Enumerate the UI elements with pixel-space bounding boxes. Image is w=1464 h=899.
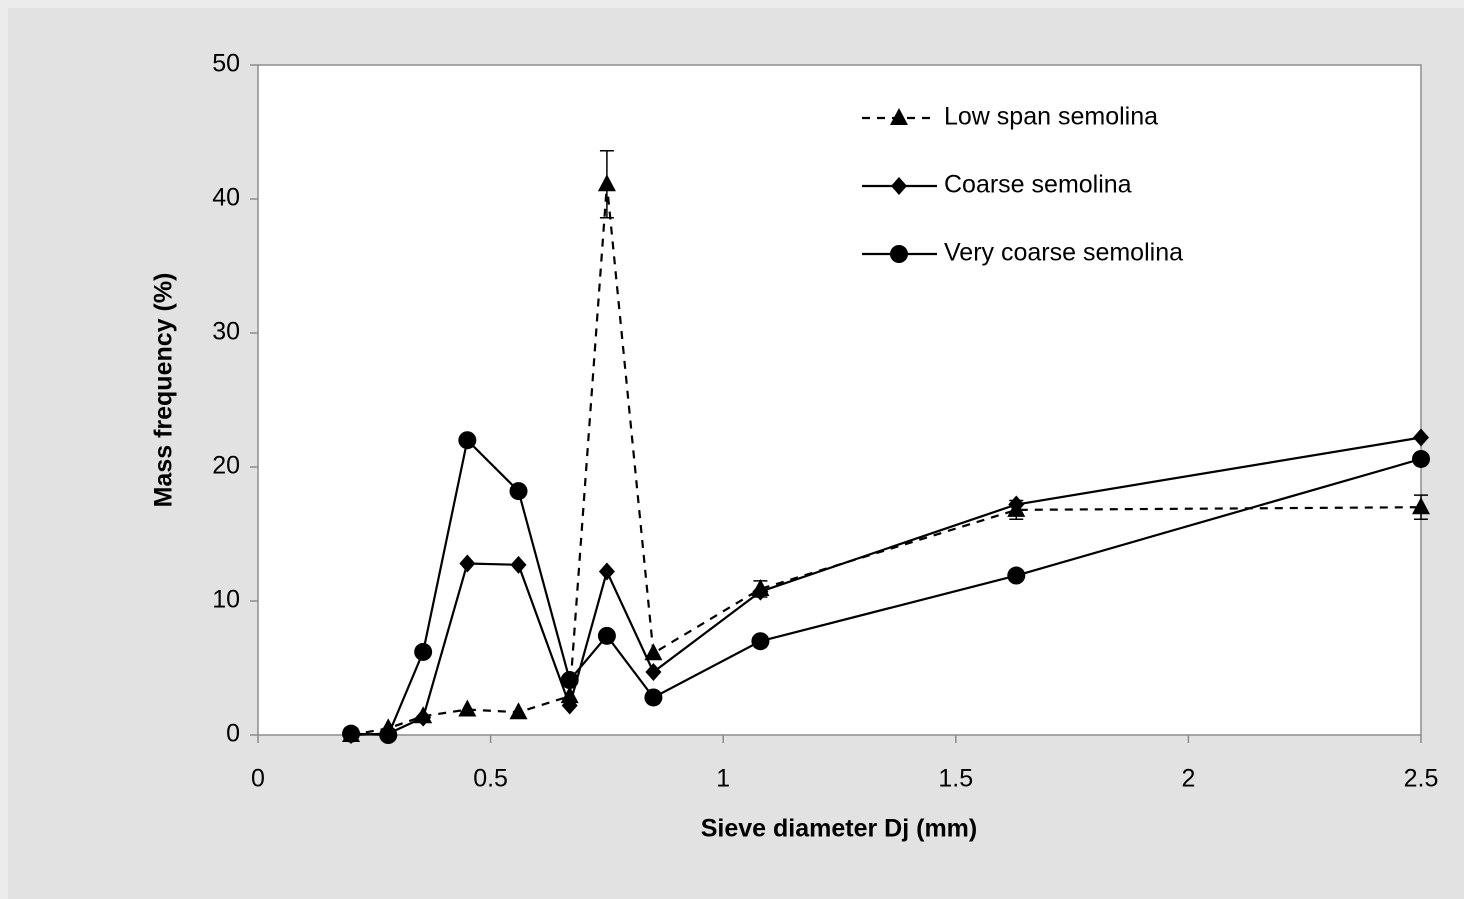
- x-tick-label: 1.5: [938, 765, 973, 793]
- data-point: [1008, 495, 1025, 514]
- x-axis-label: Sieve diameter Dj (mm): [701, 815, 978, 843]
- x-tick-label: 2: [1181, 765, 1195, 793]
- data-point: [458, 431, 477, 450]
- data-point: [644, 688, 663, 707]
- legend-marker: [890, 245, 908, 263]
- y-axis-label: Mass frequency (%): [150, 273, 178, 508]
- data-point: [597, 626, 616, 645]
- data-point: [1007, 566, 1026, 585]
- data-point: [379, 726, 398, 744]
- legend-label: Very coarse semolina: [944, 239, 1183, 267]
- data-point: [459, 554, 476, 573]
- data-point: [1413, 428, 1429, 447]
- data-point: [509, 482, 528, 501]
- y-tick-label: 0: [226, 720, 240, 748]
- legend-marker: [890, 108, 908, 125]
- data-point: [598, 562, 615, 581]
- data-point: [509, 702, 528, 720]
- data-point: [1412, 449, 1430, 468]
- y-tick-label: 20: [212, 452, 240, 480]
- legend-marker: [891, 177, 907, 195]
- data-point: [645, 663, 662, 682]
- series-line: [350, 184, 1422, 737]
- y-tick-label: 40: [212, 184, 240, 212]
- legend-label: Low span semolina: [944, 103, 1158, 131]
- legend-label: Coarse semolina: [944, 171, 1132, 199]
- x-tick-label: 0.5: [473, 765, 508, 793]
- y-tick-label: 10: [212, 586, 240, 614]
- data-point: [1412, 497, 1430, 515]
- data-point: [414, 642, 433, 661]
- x-tick-label: 2.5: [1404, 765, 1439, 793]
- x-tick-label: 1: [716, 765, 730, 793]
- data-point: [644, 643, 663, 661]
- data-point: [415, 708, 432, 727]
- data-point: [458, 699, 477, 717]
- data-point: [752, 582, 769, 601]
- y-tick-label: 30: [212, 318, 240, 346]
- x-tick-label: 0: [251, 765, 265, 793]
- data-point: [597, 174, 616, 192]
- y-tick-label: 50: [212, 50, 240, 78]
- data-point: [510, 555, 527, 574]
- plot-area: [257, 64, 1422, 736]
- data-point: [751, 632, 770, 651]
- data-point: [560, 686, 579, 704]
- data-point: [342, 724, 361, 743]
- data-point: [560, 671, 579, 690]
- data-point: [561, 696, 578, 715]
